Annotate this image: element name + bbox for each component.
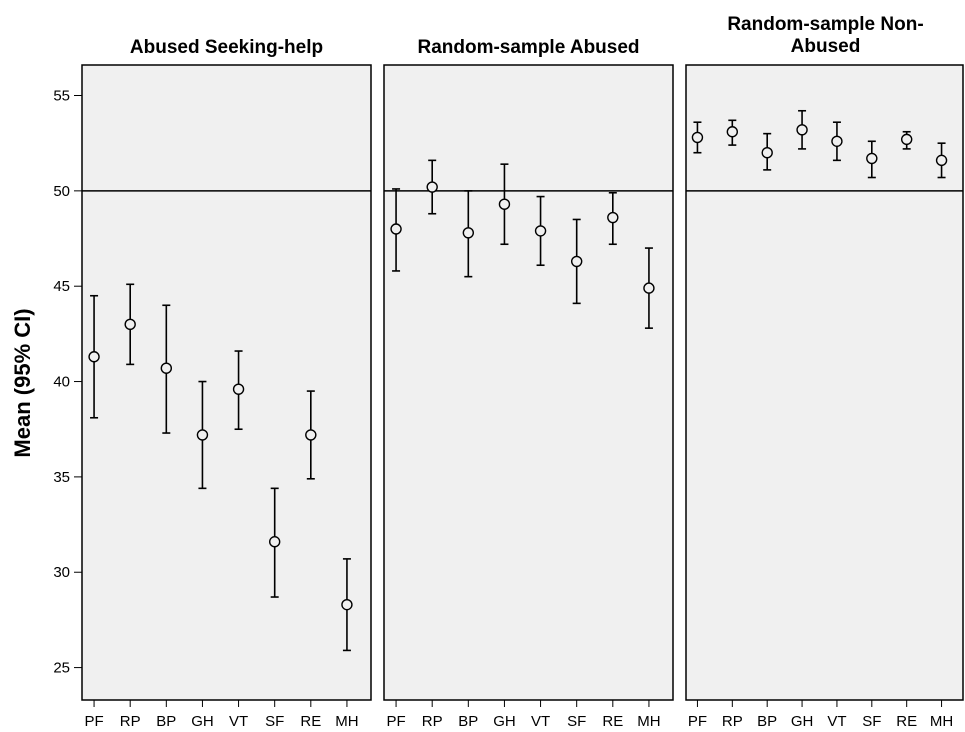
- x-tick-label: VT: [531, 713, 550, 730]
- y-tick-label: 25: [53, 660, 70, 677]
- panel-2-title: Random-sample Abused: [417, 37, 639, 58]
- x-tick-label: PF: [386, 713, 405, 730]
- panel-3-plot-area: [685, 64, 964, 701]
- mean-point: [796, 124, 808, 136]
- x-tick-label: RP: [120, 713, 141, 730]
- x-tick-label: RE: [602, 713, 623, 730]
- mean-point: [570, 255, 583, 268]
- x-tick-label: MH: [637, 713, 660, 730]
- mean-point: [866, 152, 878, 165]
- y-axis-title: Mean (95% CI): [10, 308, 35, 457]
- mean-point: [761, 147, 773, 159]
- x-tick-label: VT: [827, 713, 846, 730]
- x-tick-label: BP: [156, 713, 176, 730]
- y-tick-label: 40: [53, 374, 70, 391]
- mean-point: [831, 135, 843, 147]
- panel-1-title: Abused Seeking-help: [130, 37, 323, 58]
- mean-point: [607, 211, 619, 224]
- y-tick-label: 55: [53, 88, 70, 105]
- mean-point: [232, 383, 245, 395]
- mean-point: [268, 536, 281, 548]
- panel-1-plot-area: [81, 64, 372, 701]
- mean-point: [498, 198, 511, 210]
- y-tick-label: 50: [53, 183, 70, 200]
- panel-3-title-line-2: Abused: [791, 36, 861, 57]
- x-tick-label: MH: [930, 713, 953, 730]
- panel-2-plot-area: [383, 64, 674, 701]
- x-tick-label: GH: [191, 713, 214, 730]
- mean-point: [341, 598, 353, 611]
- mean-point: [726, 126, 739, 138]
- x-tick-label: SF: [265, 713, 284, 730]
- mean-point: [124, 318, 136, 331]
- mean-point: [305, 429, 317, 441]
- y-tick-label: 45: [53, 278, 70, 295]
- x-tick-label: GH: [493, 713, 516, 730]
- x-tick-label: BP: [757, 713, 777, 730]
- mean-point: [900, 133, 913, 146]
- mean-point: [935, 154, 948, 167]
- y-tick-label: 35: [53, 469, 70, 486]
- mean-point: [426, 181, 438, 193]
- mean-point: [691, 131, 704, 144]
- mean-point: [643, 282, 655, 294]
- panel-3-title-line-1: Random-sample Non-: [727, 14, 923, 35]
- mean-point: [88, 351, 100, 363]
- y-tick-label: 30: [53, 564, 70, 581]
- x-tick-label: GH: [791, 713, 814, 730]
- x-tick-label: RP: [422, 713, 443, 730]
- x-tick-label: RP: [722, 713, 743, 730]
- x-tick-label: SF: [567, 713, 586, 730]
- mean-point: [390, 223, 402, 235]
- x-tick-label: VT: [229, 713, 248, 730]
- x-tick-label: RE: [896, 713, 917, 730]
- x-tick-label: MH: [335, 713, 358, 730]
- x-tick-label: PF: [84, 713, 103, 730]
- x-tick-label: RE: [300, 713, 321, 730]
- mean-point: [196, 429, 209, 441]
- mean-point: [534, 225, 547, 237]
- x-tick-label: BP: [458, 713, 478, 730]
- x-tick-label: PF: [688, 713, 707, 730]
- x-tick-label: SF: [862, 713, 881, 730]
- mean-point: [462, 227, 475, 239]
- mean-point: [160, 362, 173, 374]
